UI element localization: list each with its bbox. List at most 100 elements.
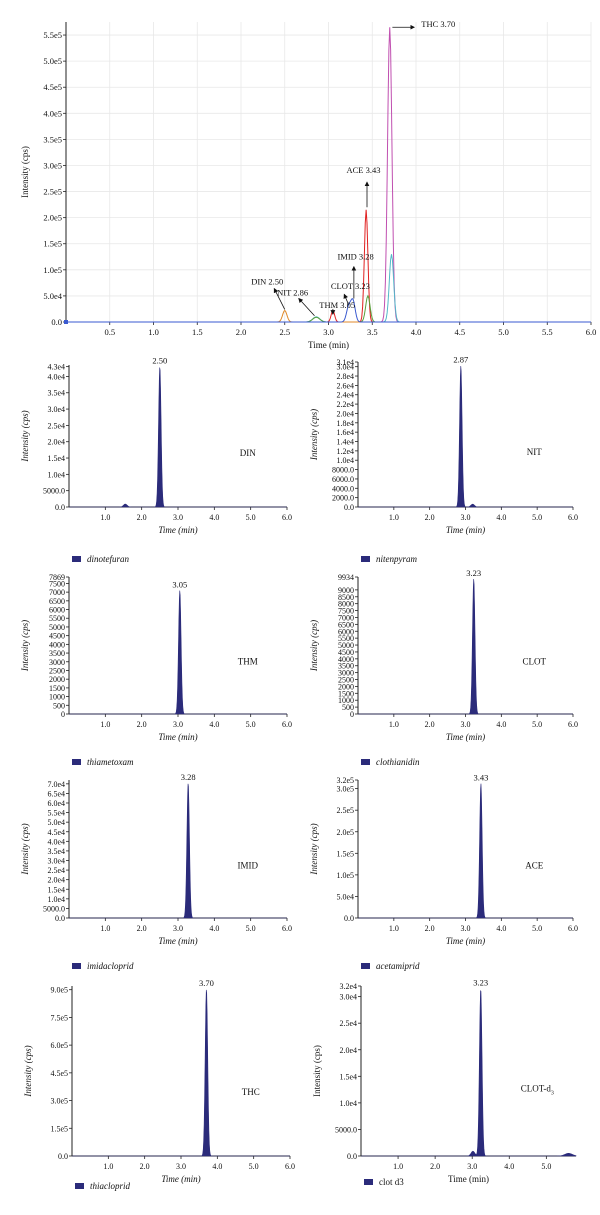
chart-din: 0.0 5000.0 1.0e4 1.5e4 2.0e4 2.5e4 3.0e4 3.5e4 4…: [20, 356, 292, 564]
x-tick-label: 4.0: [496, 924, 506, 933]
y-tick-label: 2.2e4: [336, 400, 354, 409]
x-tick-label: 0.5: [104, 327, 115, 337]
y-tick-label: 0.0: [51, 317, 62, 327]
y-tick-label: 6500: [338, 620, 354, 629]
y-tick-label: 4.3e4: [47, 363, 65, 372]
y-tick-label: 2.0e5: [43, 213, 62, 223]
peak-annotation-arrow: [273, 287, 286, 310]
legend-swatch: [72, 759, 81, 765]
plot-area: [358, 780, 573, 918]
y-tick-label: 3.0e4: [47, 857, 65, 866]
x-tick-label: 4.0: [209, 513, 219, 522]
legend-label: clothianidin: [376, 757, 420, 767]
y-tick-label: 9000: [338, 586, 354, 595]
y-tick-label: 1.0e4: [47, 895, 65, 904]
peak-rt-label: 3.23: [473, 978, 488, 988]
y-axis-label: Intensity (cps): [312, 1045, 322, 1097]
y-tick-label: 5.5e5: [43, 30, 62, 40]
legend-label: acetamiprid: [376, 961, 420, 971]
y-tick-label: 0.0: [55, 503, 65, 512]
legend-label: clot d3: [379, 1177, 404, 1187]
x-tick-label: 5.0: [498, 327, 509, 337]
y-tick-label: 1.5e5: [50, 1124, 68, 1133]
y-tick-label: 7.0e4: [47, 780, 65, 789]
chart-nit: 0.02000.04000.06000.08000.01.0e41.2e41.4…: [309, 355, 578, 564]
y-tick-label: 6.5e4: [47, 789, 65, 798]
peak-annotation-label: IMID 3.28: [337, 251, 373, 261]
x-tick-label: 3.0: [173, 720, 183, 729]
y-tick-label: 5000.0: [335, 1125, 357, 1134]
peak-area: [358, 365, 573, 508]
peak-area: [69, 367, 287, 508]
y-tick-label: 1.0e4: [336, 456, 354, 465]
x-axis-label: Time (min): [446, 936, 485, 946]
peak-rt-label: 3.70: [199, 978, 214, 988]
y-tick-label: 4000: [49, 640, 65, 649]
peak-area: [69, 590, 287, 715]
compound-label: CLOT-d3: [521, 1083, 554, 1096]
y-tick-label: 8000.0: [332, 466, 354, 475]
y-tick-label: 3.0e4: [47, 405, 65, 414]
x-tick-label: 2.0: [425, 720, 435, 729]
y-tick-label: 5000.0: [43, 904, 65, 913]
y-tick-label: 3.0e5: [50, 1097, 68, 1106]
y-tick-label: 6000: [338, 627, 354, 636]
y-tick-label: 6.0e4: [47, 799, 65, 808]
x-tick-label: 3.0: [467, 1162, 477, 1171]
x-tick-label: 2.0: [137, 720, 147, 729]
y-tick-label: 500: [342, 703, 354, 712]
x-axis-label: Time (min): [448, 1174, 489, 1184]
y-axis-label: Intensity (cps): [309, 620, 319, 672]
x-tick-label: 6.0: [568, 513, 578, 522]
x-tick-label: 5.0: [246, 513, 256, 522]
peak-area: [69, 783, 287, 919]
peak-annotation-label: THM 3.05: [319, 300, 355, 310]
y-tick-label: 3.2e5: [336, 776, 354, 785]
x-tick-label: 5.0: [532, 513, 542, 522]
y-tick-label: 3.5e4: [47, 389, 65, 398]
y-tick-label: 2.5e5: [336, 806, 354, 815]
y-tick-label: 3500: [338, 662, 354, 671]
x-tick-label: 2.0: [140, 1162, 150, 1171]
y-axis-label: Intensity (cps): [20, 146, 30, 198]
x-tick-label: 2.0: [137, 924, 147, 933]
y-tick-label: 1.0e5: [336, 871, 354, 880]
y-tick-label: 3.0e4: [336, 363, 354, 372]
y-tick-label: 2.0e4: [336, 409, 354, 418]
y-tick-label: 7500: [49, 579, 65, 588]
x-tick-label: 3.0: [173, 924, 183, 933]
y-tick-label: 2.0e4: [47, 876, 65, 885]
plot-area: [69, 365, 287, 507]
legend-swatch: [72, 963, 81, 969]
y-tick-label: 4000: [338, 655, 354, 664]
y-tick-label: 1500: [49, 684, 65, 693]
x-tick-label: 1.0: [389, 513, 399, 522]
y-tick-label: 1.5e4: [47, 885, 65, 894]
y-tick-label: 5000.0: [43, 487, 65, 496]
compound-label: CLOT: [523, 657, 547, 667]
y-tick-label: 4.5e5: [43, 82, 62, 92]
chart-clot: 0500100015002000250030003500400045005000…: [309, 568, 578, 767]
x-tick-label: 3.0: [176, 1162, 186, 1171]
y-tick-label: 3.0e4: [339, 993, 357, 1002]
trace-line-5: [66, 298, 591, 323]
x-tick-label: 2.0: [137, 513, 147, 522]
y-tick-label: 5000: [49, 623, 65, 632]
y-tick-label: 2.0e4: [339, 1046, 357, 1055]
y-tick-label: 4.5e5: [50, 1069, 68, 1078]
y-tick-label: 0.0: [347, 1152, 357, 1161]
x-tick-label: 5.0: [249, 1162, 259, 1171]
y-tick-label: 3.0e5: [43, 160, 62, 170]
y-tick-label: 3.5e4: [47, 847, 65, 856]
compound-label: THM: [238, 657, 258, 667]
x-tick-label: 4.5: [454, 327, 465, 337]
x-tick-label: 1.0: [100, 924, 110, 933]
peak-rt-label: 2.87: [453, 355, 468, 365]
legend-label: imidacloprid: [87, 961, 134, 971]
legend-label: thiametoxam: [87, 757, 134, 767]
x-tick-label: 2.0: [430, 1162, 440, 1171]
y-tick-label: 3500: [49, 649, 65, 658]
peak-area: [361, 990, 577, 1157]
peak-annotation-label: CLOT 3.23: [331, 281, 370, 291]
x-axis-label: Time (min): [446, 732, 485, 742]
